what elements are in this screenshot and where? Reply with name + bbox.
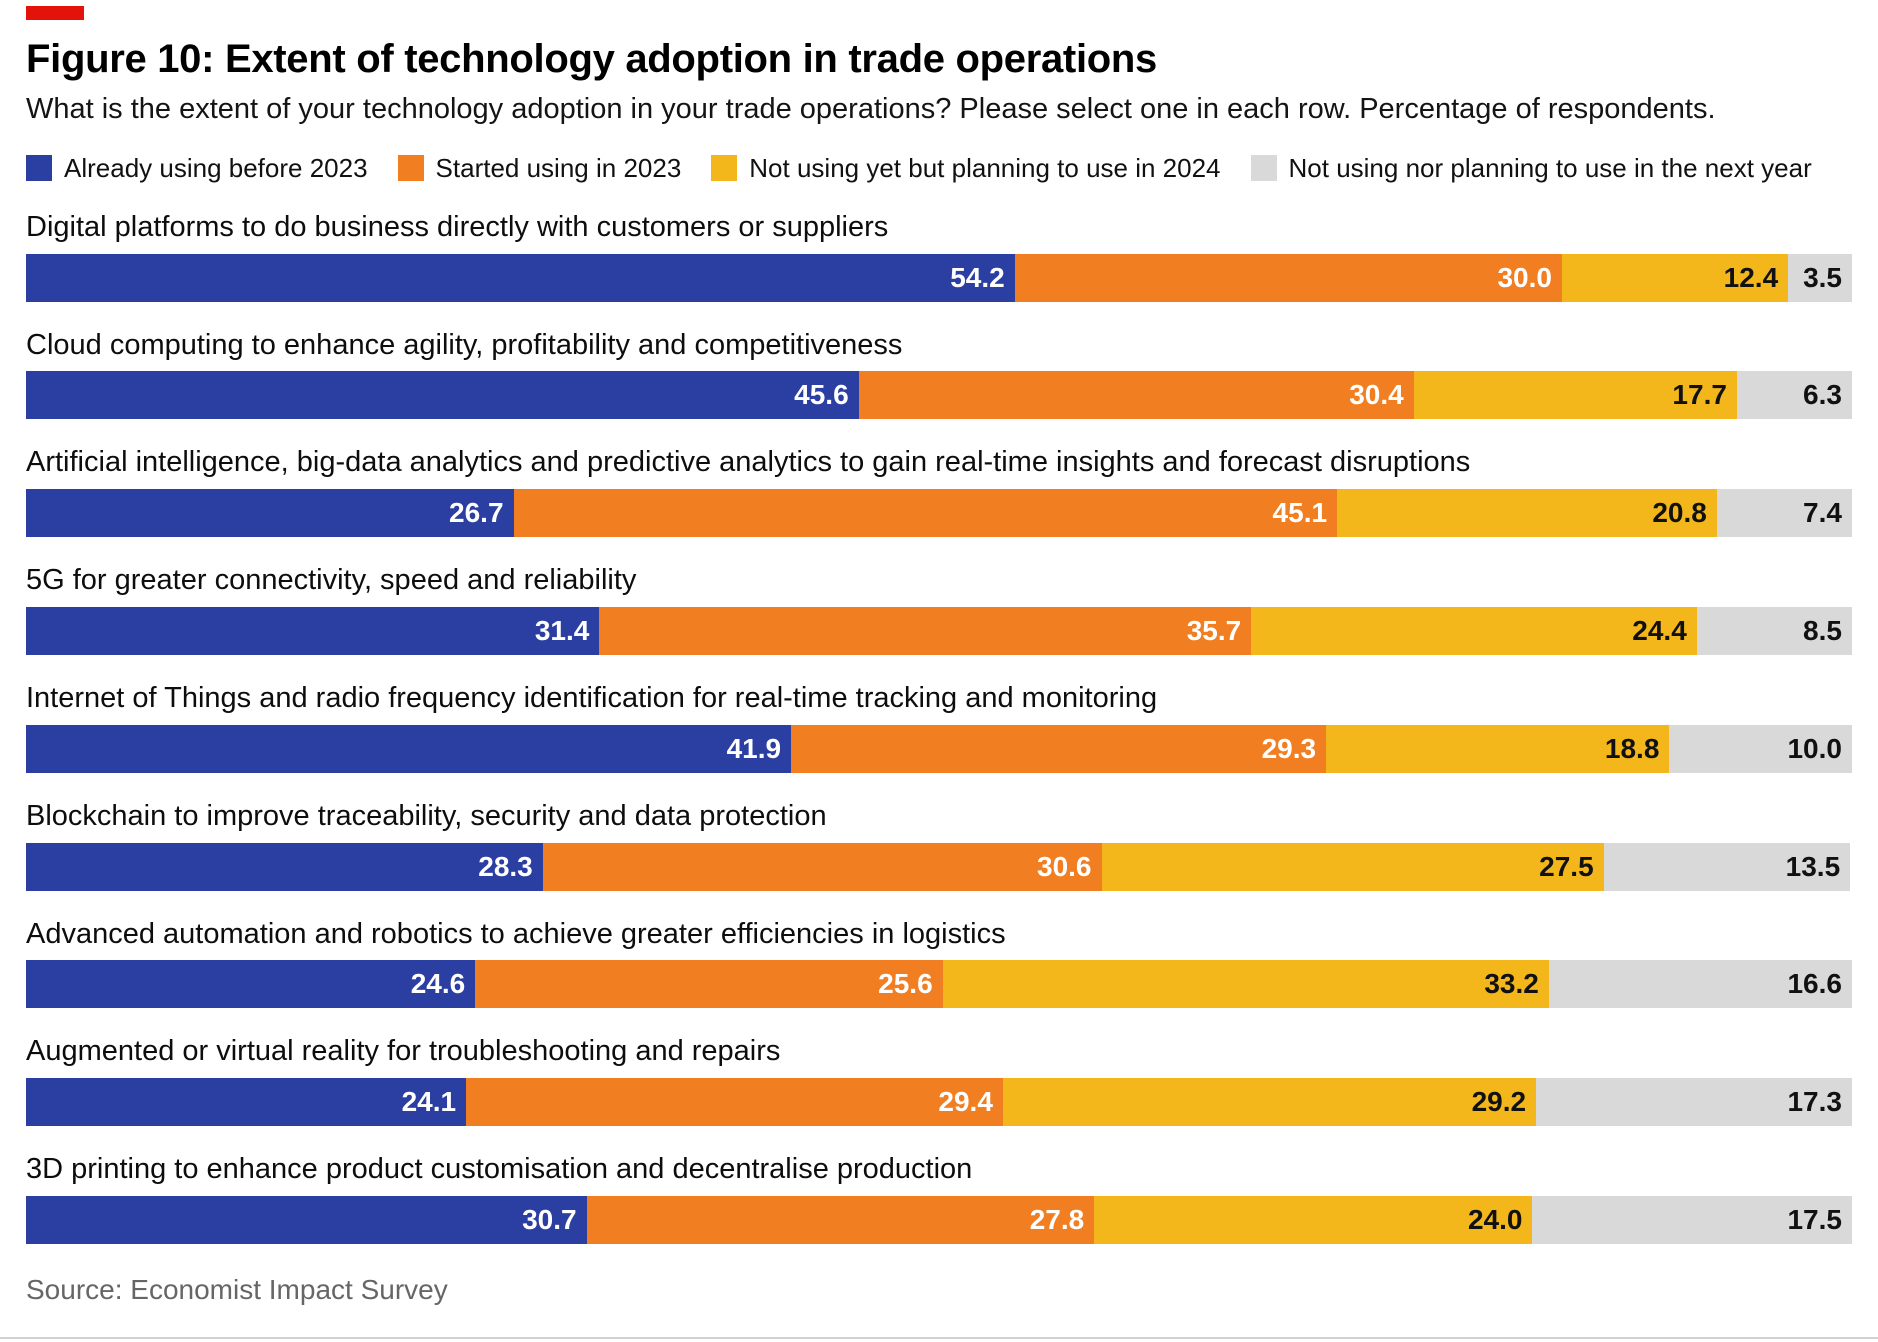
stacked-bar: 30.7 27.8 24.0 17.5 [26,1195,1852,1244]
bar-row: Digital platforms to do business directl… [26,210,1852,302]
bar-segment: 3.5 [1788,253,1852,302]
stacked-bar: 45.6 30.4 17.7 6.3 [26,371,1852,420]
bar-row-label: Digital platforms to do business directl… [26,210,889,243]
legend-label: Not using nor planning to use in the nex… [1288,152,1812,183]
bar-segment: 29.3 [791,724,1327,773]
bar-segment: 29.2 [1002,1078,1537,1127]
bar-segment: 26.7 [26,489,514,538]
legend-item: Not using nor planning to use in the nex… [1250,152,1812,184]
stacked-bar: 24.6 25.6 33.2 16.6 [26,960,1852,1009]
bar-segment: 31.4 [26,606,600,655]
legend: Already using before 2023 Started using i… [26,153,1852,184]
bar-segment: 12.4 [1561,253,1789,302]
figure-subtitle: What is the extent of your technology ad… [26,93,1716,125]
bar-segment: 29.4 [466,1078,1003,1127]
bar-segment: 10.0 [1669,724,1852,773]
bar-segment: 8.5 [1696,606,1852,655]
stacked-bar: 24.1 29.4 29.2 17.3 [26,1078,1852,1127]
bar-row-label: Internet of Things and radio frequency i… [26,681,1158,714]
bar-segment: 24.6 [26,960,476,1009]
bar-rows: Digital platforms to do business directl… [26,210,1852,1244]
bar-segment: 6.3 [1736,371,1852,420]
bottom-rule [0,1337,1878,1339]
bar-segment: 17.3 [1536,1078,1852,1127]
bar-row: Artificial intelligence, big-data analyt… [26,445,1852,538]
legend-label: Started using in 2023 [435,152,682,183]
legend-item: Not using yet but planning to use in 202… [711,152,1221,184]
legend-item: Started using in 2023 [397,152,682,184]
stacked-bar: 41.9 29.3 18.8 10.0 [26,724,1852,773]
bar-segment: 27.8 [586,1195,1095,1244]
bar-row-label: Augmented or virtual reality for trouble… [26,1035,781,1068]
accent-block [26,6,84,20]
bar-segment: 7.4 [1716,489,1852,538]
bar-segment: 24.0 [1094,1195,1533,1244]
bar-row: Augmented or virtual reality for trouble… [26,1034,1852,1127]
bar-segment: 30.6 [542,842,1102,891]
bar-segment: 27.5 [1101,842,1604,891]
legend-item: Already using before 2023 [26,153,368,184]
bar-row: 3D printing to enhance product customisa… [26,1152,1852,1244]
bar-segment: 54.2 [26,253,1015,302]
legend-swatch-icon [26,155,52,182]
bar-segment: 17.7 [1413,371,1737,420]
bar-segment: 45.6 [26,371,859,420]
legend-swatch-icon [397,155,424,182]
bar-row: Cloud computing to enhance agility, prof… [26,328,1852,420]
bar-segment: 16.6 [1548,960,1852,1009]
figure-title: Figure 10: Extent of technology adoption… [26,37,1157,81]
bar-segment: 28.3 [26,842,543,891]
bar-segment: 41.9 [26,724,792,773]
bar-row: 5G for greater connectivity, speed and r… [26,563,1852,655]
stacked-bar: 26.7 45.1 20.8 7.4 [26,489,1852,538]
legend-swatch-icon [1250,155,1277,182]
bar-segment: 13.5 [1603,842,1851,891]
bar-row: Internet of Things and radio frequency i… [26,681,1852,773]
bar-row-label: 5G for greater connectivity, speed and r… [26,564,637,597]
bar-segment: 17.5 [1532,1195,1852,1244]
bar-row: Advanced automation and robotics to achi… [26,917,1852,1009]
bar-segment: 25.6 [475,960,943,1009]
stacked-bar: 28.3 30.6 27.5 13.5 [26,842,1852,891]
bar-segment: 33.2 [942,960,1549,1009]
stacked-bar: 54.2 30.0 12.4 3.5 [26,253,1852,302]
bar-row-label: 3D printing to enhance product customisa… [26,1153,973,1186]
bar-row-label: Cloud computing to enhance agility, prof… [26,328,903,361]
bar-row-label: Advanced automation and robotics to achi… [26,917,1006,950]
legend-swatch-icon [711,155,738,182]
bar-segment: 30.7 [26,1195,587,1244]
legend-label: Already using before 2023 [64,152,368,183]
bar-segment: 20.8 [1337,489,1717,538]
source-note: Source: Economist Impact Survey [26,1273,448,1305]
legend-label: Not using yet but planning to use in 202… [749,152,1221,183]
bar-segment: 30.4 [858,371,1414,420]
bar-row-label: Blockchain to improve traceability, secu… [26,799,827,832]
bar-segment: 45.1 [513,489,1338,538]
bar-segment: 24.1 [26,1078,467,1127]
bar-segment: 18.8 [1326,724,1670,773]
bar-row-label: Artificial intelligence, big-data analyt… [26,446,1471,479]
bar-segment: 30.0 [1014,253,1562,302]
bar-segment: 24.4 [1251,606,1697,655]
bar-segment: 35.7 [599,606,1252,655]
bar-row: Blockchain to improve traceability, secu… [26,799,1852,891]
stacked-bar: 31.4 35.7 24.4 8.5 [26,606,1852,655]
